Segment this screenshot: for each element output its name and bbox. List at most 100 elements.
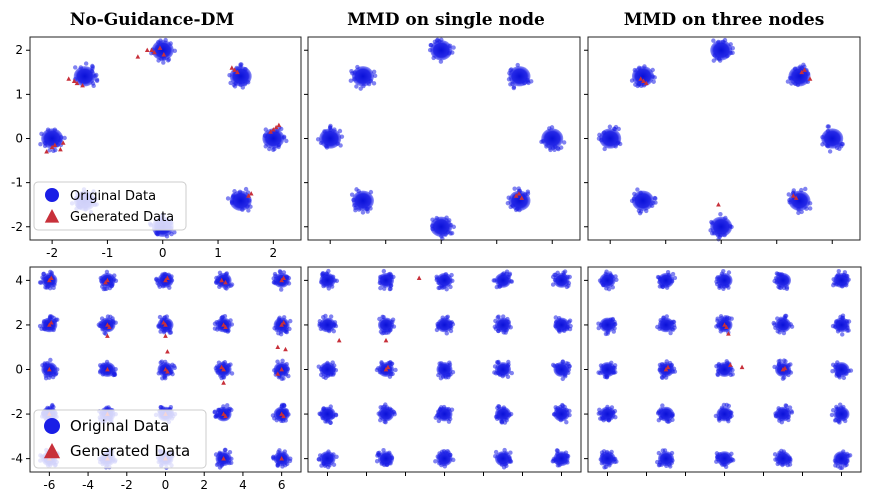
original-point [449, 230, 455, 236]
original-point [41, 271, 46, 277]
original-point [437, 460, 442, 466]
legend-marker-original [44, 418, 60, 434]
original-point [284, 408, 289, 413]
original-point [820, 135, 825, 140]
original-point [441, 404, 447, 410]
original-cluster [377, 268, 396, 292]
original-point [561, 140, 567, 145]
original-point [436, 285, 441, 291]
generated-point [716, 202, 721, 207]
original-point [378, 285, 383, 291]
original-point [156, 39, 161, 45]
generated-point [163, 366, 168, 372]
original-point [330, 274, 336, 280]
original-point [444, 287, 449, 292]
generated-point [336, 337, 342, 343]
original-point [664, 285, 670, 290]
generated-point [152, 49, 157, 55]
original-point [94, 77, 100, 82]
original-cluster [376, 402, 397, 425]
original-point [830, 408, 836, 413]
original-point [276, 143, 282, 148]
generated-point [60, 140, 66, 145]
original-point [213, 279, 219, 285]
original-point [40, 275, 45, 280]
original-point [715, 281, 720, 287]
original-point [214, 275, 219, 281]
original-point [267, 146, 272, 152]
panel-frame [587, 36, 861, 241]
original-point [322, 129, 327, 134]
original-point [785, 79, 791, 84]
original-cluster [433, 448, 456, 469]
original-point [167, 285, 172, 290]
original-point [820, 142, 825, 147]
original-point [53, 317, 59, 323]
original-point [670, 271, 676, 277]
original-point [439, 37, 444, 43]
original-point [728, 50, 733, 56]
original-point [565, 274, 570, 280]
original-cluster [319, 268, 340, 291]
original-point [660, 448, 666, 453]
original-point [661, 316, 666, 321]
y-tick-label: 0 [15, 132, 23, 146]
original-point [609, 449, 614, 455]
original-point [240, 207, 245, 212]
original-point [324, 271, 329, 276]
original-point [368, 189, 374, 195]
original-cluster [348, 64, 378, 91]
original-point [668, 330, 673, 336]
original-point [276, 450, 281, 455]
original-point [611, 126, 617, 131]
original-point [382, 419, 387, 424]
original-point [718, 284, 723, 289]
original-cluster [596, 360, 618, 380]
original-point [840, 315, 845, 320]
generated-point [48, 275, 54, 280]
original-point [663, 375, 669, 380]
original-point [436, 280, 441, 286]
original-point [827, 149, 833, 154]
original-cluster [551, 402, 572, 425]
original-point [113, 278, 119, 283]
original-point [774, 280, 779, 285]
original-point [391, 324, 397, 329]
generated-point [726, 331, 731, 336]
original-point [504, 451, 509, 456]
generated-point [52, 142, 58, 147]
original-point [789, 81, 794, 86]
original-point [653, 196, 658, 201]
original-point [105, 314, 111, 319]
original-point [777, 418, 782, 423]
original-point [163, 37, 168, 43]
original-cluster [505, 186, 531, 213]
original-point [161, 60, 166, 65]
original-point [553, 324, 558, 329]
original-point [440, 315, 445, 320]
original-point [154, 230, 159, 236]
original-point [728, 458, 734, 464]
original-point [494, 414, 500, 419]
original-point [725, 53, 730, 59]
chart-title-2: MMD on single node [347, 10, 545, 30]
original-point [286, 281, 292, 286]
original-point [217, 451, 222, 457]
original-point [281, 376, 286, 381]
original-point [774, 271, 780, 276]
panel-1: -2 -1 0 1 2 -2 -1 0 1 2 Original Data Generated Dat… [11, 36, 302, 260]
original-cluster [377, 314, 397, 336]
original-point [608, 273, 614, 278]
original-point [41, 319, 47, 324]
generated-point [279, 456, 284, 461]
original-point [829, 412, 835, 418]
original-point [377, 316, 382, 322]
original-point [228, 80, 233, 86]
original-point [777, 450, 782, 455]
original-point [55, 367, 60, 372]
original-point [781, 330, 787, 336]
original-point [493, 318, 498, 324]
original-point [557, 462, 562, 468]
original-point [552, 277, 558, 283]
original-cluster [629, 64, 657, 89]
